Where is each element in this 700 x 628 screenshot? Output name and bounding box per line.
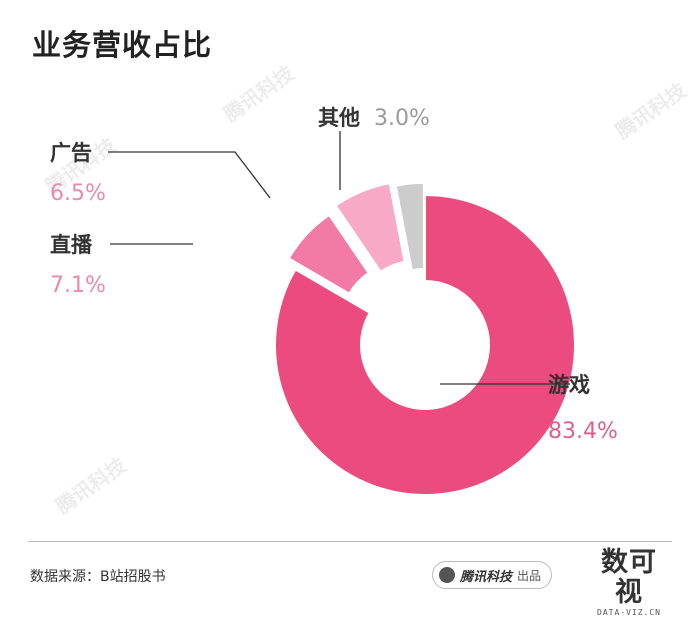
slice-value-label: 6.5%: [50, 181, 106, 206]
slice-value-label: 3.0%: [374, 106, 430, 131]
chart-title: 业务营收占比: [32, 28, 213, 62]
footer-divider: [28, 541, 672, 542]
publisher-badge: 腾讯科技 出品: [432, 561, 553, 589]
slice-label: 游戏: [548, 373, 590, 397]
slice-value-label: 83.4%: [548, 419, 618, 444]
slice-label: 广告: [50, 141, 92, 165]
leader-line: [108, 151, 271, 199]
slice-2: [287, 213, 370, 296]
dataviz-logo-url: DATA-VIZ.CN: [597, 608, 661, 617]
data-source: 数据来源：B站招股书: [30, 569, 166, 585]
publisher-suffix: 出品: [517, 568, 542, 583]
slice-1: [274, 193, 576, 496]
tencent-logo-icon: [439, 567, 455, 583]
slice-value-label: 7.1%: [50, 273, 106, 298]
slice-3: [334, 182, 406, 274]
donut-chart: 游戏 83.4% 直播 7.1% 广告 6.5% 其他 3.0%: [50, 106, 618, 496]
dataviz-logo-mark: 数可视: [601, 547, 657, 608]
publisher-brand: 腾讯科技: [460, 569, 513, 585]
slice-label: 其他: [318, 106, 360, 130]
dataviz-logo: 数可视 DATA-VIZ.CN: [588, 547, 670, 618]
slice-label: 直播: [50, 233, 93, 257]
slice-4: [394, 182, 425, 272]
